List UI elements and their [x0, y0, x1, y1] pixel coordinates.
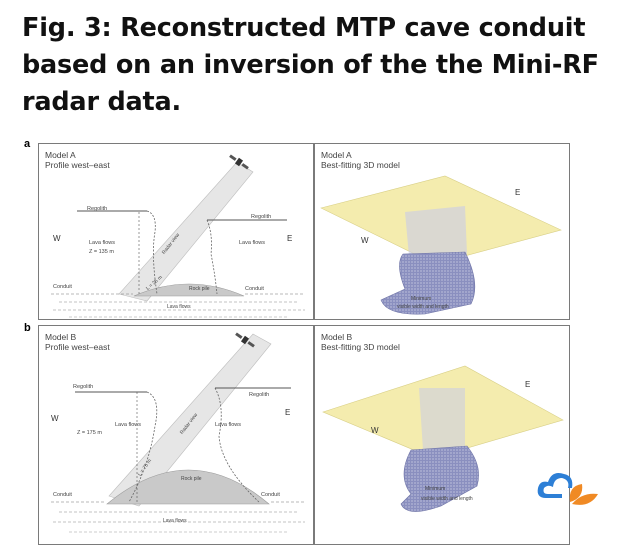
conduit-left-label: Conduit: [53, 284, 72, 290]
rock-pile-label: Rock pile: [189, 286, 210, 292]
panel-a-profile: Model A Profile west–east Regolith Regol…: [38, 143, 314, 320]
model-b-east-label: E: [525, 380, 531, 389]
model-a-minimum-2: visible width and length: [397, 304, 449, 310]
radar-beam: [118, 161, 254, 302]
cave-shaft: [419, 388, 465, 450]
panel-b-label: b: [24, 322, 31, 334]
rock-pile-label: Rock pile: [181, 476, 202, 482]
profile-a-heading-2: Profile west–east: [45, 160, 110, 170]
lava-flows-left-label: Lava flows: [89, 240, 115, 246]
panel-a-profile-drawing: [51, 154, 305, 318]
figure-title: Fig. 3: Reconstructed MTP cave conduit b…: [22, 10, 622, 121]
east-label: E: [285, 408, 291, 417]
model-b-minimum-2: visible width and length: [421, 496, 473, 502]
lava-flows-right-label: Lava flows: [215, 422, 241, 428]
lava-flows-right-label: Lava flows: [239, 240, 265, 246]
satellite-icon: [229, 154, 249, 170]
cave-conduit: [380, 251, 476, 315]
conduit-right-label: Conduit: [261, 492, 280, 498]
satellite-icon: [235, 332, 255, 348]
model-b-heading-2: Best-fitting 3D model: [321, 342, 400, 352]
conduit-left-label: Conduit: [53, 492, 72, 498]
model-a-east-label: E: [515, 188, 521, 197]
west-label: W: [53, 234, 61, 243]
cave-conduit: [400, 445, 479, 512]
cave-shaft: [405, 206, 467, 256]
depth-label: Z = 135 m: [89, 249, 114, 255]
profile-b-heading-1: Model B: [45, 332, 77, 342]
regolith-right-label: Regolith: [251, 214, 272, 220]
lava-flows-left-label: Lava flows: [115, 422, 141, 428]
panel-a-3d-model: Model A Best-fitting 3D model E W Minimu…: [314, 143, 570, 320]
title-line-1: Fig. 3: Reconstructed MTP cave conduit: [22, 13, 586, 43]
panel-b-3d-drawing: [322, 365, 564, 512]
panel-b-profile-drawing: [51, 332, 305, 533]
panel-b-3d-model: Model B Best-fitting 3D model E W Minimu…: [314, 325, 570, 545]
model-b-west-label: W: [371, 426, 379, 435]
model-a-heading-2: Best-fitting 3D model: [321, 160, 400, 170]
cave-wall-right: [214, 387, 260, 503]
cave-wall-right: [206, 219, 218, 295]
profile-a-heading-1: Model A: [45, 150, 76, 160]
panel-a-label: a: [24, 138, 31, 150]
model-b-minimum-1: Minimum: [425, 486, 446, 492]
lava-flows-bottom-label: Lava flows: [163, 518, 187, 524]
depth-label: Z = 175 m: [77, 430, 102, 436]
panel-b-profile: Model B Profile west–east Regolith Regol…: [38, 325, 314, 545]
model-b-heading-1: Model B: [321, 332, 353, 342]
lava-flows-bottom-label: Lava flows: [167, 304, 191, 310]
title-line-2: based on an inversion of the the Mini-RF: [22, 50, 599, 80]
east-label: E: [287, 234, 293, 243]
cloud-leaf-logo-icon: [532, 458, 612, 514]
regolith-right-label: Regolith: [249, 392, 270, 398]
cave-wall-left: [146, 210, 158, 295]
profile-b-heading-2: Profile west–east: [45, 342, 110, 352]
west-label: W: [51, 414, 59, 423]
regolith-left-label: Regolith: [73, 384, 94, 390]
conduit-right-label: Conduit: [245, 286, 264, 292]
regolith-left-label: Regolith: [87, 206, 108, 212]
model-a-heading-1: Model A: [321, 150, 352, 160]
rock-pile: [106, 469, 270, 505]
panel-a-3d-drawing: [320, 175, 562, 315]
model-a-minimum-1: Minimum: [411, 296, 432, 302]
model-a-west-label: W: [361, 236, 369, 245]
title-line-3: radar data.: [22, 87, 182, 117]
